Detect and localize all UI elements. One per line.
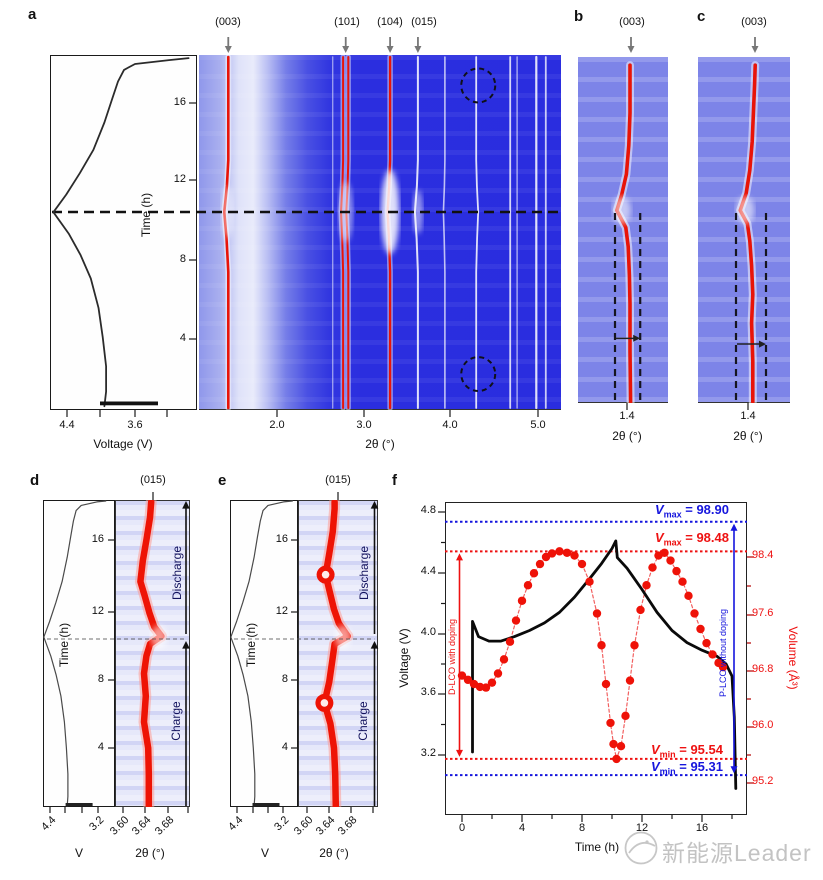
panel-b-theta-tick: 1.4 xyxy=(619,410,635,422)
theta-tick-2: 2.0 xyxy=(269,419,285,431)
panel-d-time-tick-4: 4 xyxy=(97,741,104,753)
panel-d-time-tick-16: 16 xyxy=(91,533,104,545)
panel-e-label: e xyxy=(218,472,227,489)
theta-tick-4: 4.0 xyxy=(442,419,458,431)
panel-e-charge-label: Charge xyxy=(356,701,370,741)
panel-b-xrd-heatmap xyxy=(578,57,668,403)
panel-d-voltage-plot xyxy=(43,500,115,807)
panel-d-charge-label: Charge xyxy=(169,701,183,741)
panel-c-label: c xyxy=(697,8,706,25)
panel-e-discharge-label: Discharge xyxy=(357,545,371,601)
f-voltage-tick-4_0: 4.0 xyxy=(420,626,436,638)
time-axis-label: Time (h) xyxy=(139,192,153,238)
f-annotation-vmin-blue: Vmin = 95.31 xyxy=(650,759,723,777)
f-arrow-label-dlco: D-LCO with doping xyxy=(447,618,457,696)
time-tick-8: 8 xyxy=(179,253,186,265)
f-voltage-tick-4_8: 4.8 xyxy=(420,504,436,516)
time-tick-12: 12 xyxy=(173,173,186,185)
panel-d-time-tick-12: 12 xyxy=(91,605,104,617)
panel-e-time-tick-4: 4 xyxy=(281,741,288,753)
f-time-tick-16: 16 xyxy=(695,822,709,834)
peak-label-003: (003) xyxy=(215,16,241,28)
watermark-text: 新能源Leader xyxy=(662,840,812,866)
f-voltage-tick-3_2: 3.2 xyxy=(420,747,436,759)
f-annotation-vmax-blue: Vmax = 98.90 xyxy=(654,502,729,520)
panel-c-theta-label: 2θ (°) xyxy=(733,429,763,443)
f-time-tick-12: 12 xyxy=(635,822,649,834)
panel-d-time-axis-label: Time (h) xyxy=(57,622,71,668)
f-annotation-vmin-red: Vmin = 95.54 xyxy=(650,742,723,760)
f-arrow-label-plco: P-LCO without doping xyxy=(718,608,728,698)
panel-c-peak-label: (003) xyxy=(741,16,767,28)
panel-d-discharge-label: Discharge xyxy=(170,545,184,601)
panel-e-time-axis-label: Time (h) xyxy=(244,622,258,668)
f-volume-tick-97_6: 97.6 xyxy=(752,607,774,619)
panel-e-time-tick-16: 16 xyxy=(275,533,288,545)
f-time-tick-4: 4 xyxy=(518,822,526,834)
panel-d-time-tick-8: 8 xyxy=(97,673,104,685)
panel-b-peak-label: (003) xyxy=(619,16,645,28)
panel-a-voltage-plot xyxy=(50,55,197,410)
theta-axis-label: 2θ (°) xyxy=(365,437,395,451)
panel-e-time-tick-8: 8 xyxy=(281,673,288,685)
panel-d-theta-axis-label: 2θ (°) xyxy=(135,846,165,860)
peak-label-104: (104) xyxy=(377,16,403,28)
panel-a-xrd-heatmap xyxy=(199,55,561,410)
f-voltage-tick-4_4: 4.4 xyxy=(420,565,436,577)
panel-a-label: a xyxy=(28,6,37,23)
panel-d-label: d xyxy=(30,472,40,489)
f-volume-tick-95_2: 95.2 xyxy=(752,775,774,787)
peak-label-015: (015) xyxy=(411,16,437,28)
panel-d-volt-axis-label: V xyxy=(74,846,83,860)
f-volume-tick-96_0: 96.0 xyxy=(752,719,774,731)
panel-b-theta-label: 2θ (°) xyxy=(612,429,642,443)
time-tick-4: 4 xyxy=(179,332,186,344)
time-tick-16: 16 xyxy=(173,96,186,108)
voltage-axis-label: Voltage (V) xyxy=(93,437,153,451)
f-voltage-axis-label: Voltage (V) xyxy=(397,628,411,688)
theta-tick-3: 3.0 xyxy=(356,419,372,431)
f-time-tick-0: 0 xyxy=(458,822,466,834)
panel-e-time-tick-12: 12 xyxy=(275,605,288,617)
panel-e-volt-axis-label: V xyxy=(260,846,269,860)
f-time-tick-8: 8 xyxy=(578,822,586,834)
f-volume-axis-label: Volume (Å³) xyxy=(786,626,800,690)
peak-label-101: (101) xyxy=(334,16,360,28)
panel-e-voltage-plot xyxy=(230,500,298,807)
f-volume-tick-98_4: 98.4 xyxy=(752,549,774,561)
panel-b-label: b xyxy=(574,8,584,25)
theta-tick-5: 5.0 xyxy=(530,419,546,431)
panel-e-theta-axis-label: 2θ (°) xyxy=(319,846,349,860)
f-annotation-vmax-red: Vmax = 98.48 xyxy=(654,530,729,548)
panel-e-peak-label: (015) xyxy=(325,474,351,486)
panel-d-peak-label: (015) xyxy=(140,474,166,486)
panel-f-label: f xyxy=(392,472,397,489)
f-voltage-tick-3_6: 3.6 xyxy=(420,686,436,698)
f-time-axis-label: Time (h) xyxy=(574,840,620,854)
panel-c-xrd-heatmap xyxy=(698,57,790,403)
volt-tick-4_4: 4.4 xyxy=(59,419,75,431)
volt-tick-3_6: 3.6 xyxy=(127,419,143,431)
panel-c-theta-tick: 1.4 xyxy=(740,410,756,422)
f-volume-tick-96_8: 96.8 xyxy=(752,663,774,675)
